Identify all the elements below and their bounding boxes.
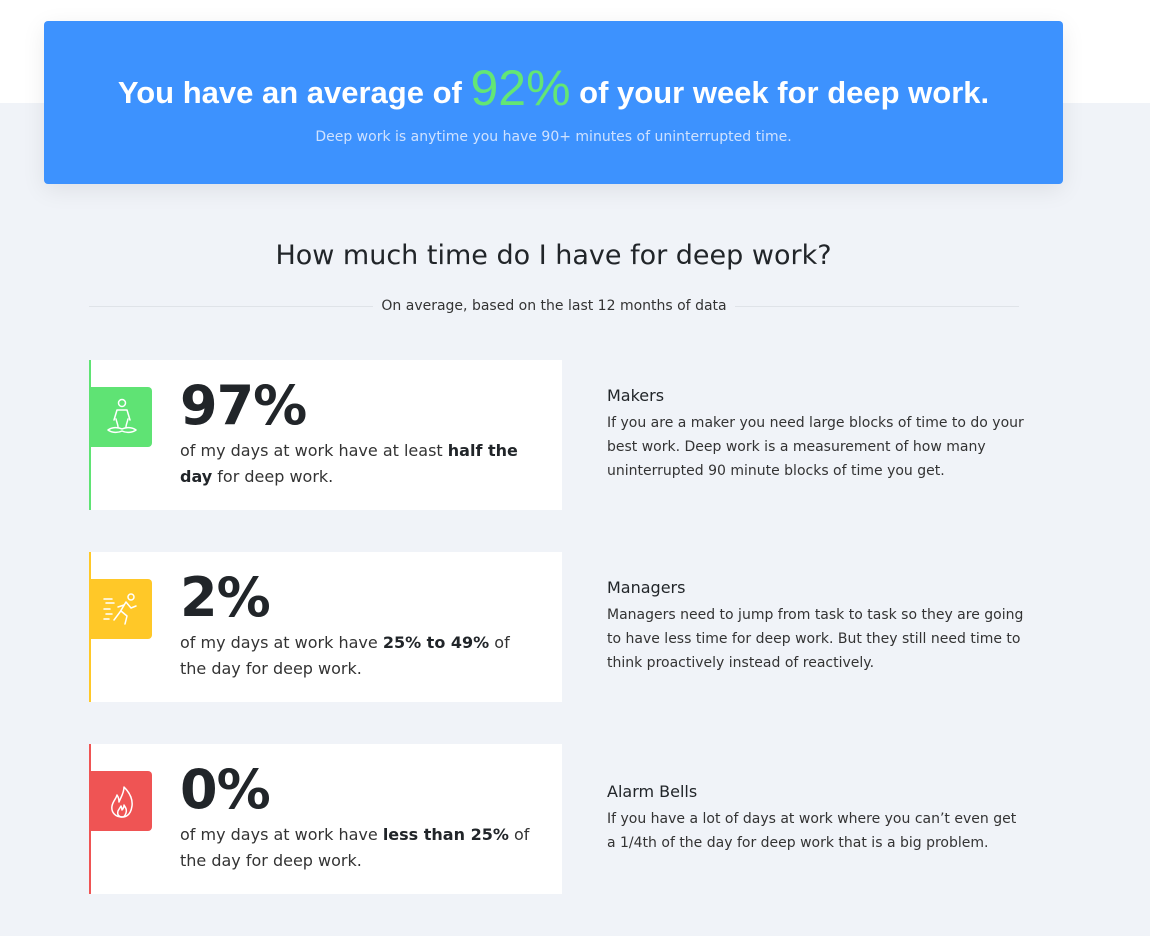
badge (91, 771, 152, 831)
info-alarm-bells: Alarm Bells If you have a lot of days at… (607, 782, 1027, 855)
desc-bold: half the day (180, 441, 518, 486)
stat-card-alarm-bells: 0% of my days at work have less than 25%… (89, 744, 562, 894)
stat-percent: 0% (180, 758, 271, 821)
stat-percent: 2% (180, 566, 271, 629)
stat-card-managers: 2% of my days at work have 25% to 49% of… (89, 552, 562, 702)
headline-pre: You have an average of (117, 75, 462, 110)
info-managers: Managers Managers need to jump from task… (607, 578, 1027, 675)
stat-description: of my days at work have at least half th… (180, 438, 530, 490)
desc-text: of the day for deep work. (180, 825, 530, 870)
fire-icon (110, 786, 133, 818)
section-title: How much time do I have for deep work? (275, 240, 832, 271)
info-text: If you are a maker you need large blocks… (607, 415, 1024, 479)
desc-text: of my days at work have at least (180, 441, 448, 460)
running-person-icon (102, 593, 137, 625)
banner-subtitle: Deep work is anytime you have 90+ minute… (315, 129, 792, 145)
stat-description: of my days at work have 25% to 49% of th… (180, 630, 530, 682)
stat-card-makers: 97% of my days at work have at least hal… (89, 360, 562, 510)
summary-banner: You have an average of 92% of your week … (44, 21, 1063, 184)
badge (91, 579, 152, 639)
desc-text: of the day for deep work. (180, 633, 510, 678)
average-percent: 92% (470, 60, 571, 116)
desc-text: for deep work. (212, 467, 334, 486)
badge (91, 387, 152, 447)
banner-headline: You have an average of 92% of your week … (44, 59, 1063, 117)
headline-post: of your week for deep work. (579, 75, 990, 110)
desc-text: of my days at work have (180, 633, 383, 652)
divider (734, 305, 1019, 307)
meditation-icon (106, 398, 137, 434)
info-title: Makers (607, 386, 665, 405)
stat-percent: 97% (180, 374, 307, 437)
info-text: Managers need to jump from task to task … (607, 607, 1024, 671)
subtitle-text: On average, based on the last 12 months … (381, 298, 727, 314)
info-makers: Makers If you are a maker you need large… (607, 386, 1027, 483)
info-title: Managers (607, 578, 686, 597)
desc-text: of my days at work have (180, 825, 383, 844)
divider (89, 305, 374, 307)
info-text: If you have a lot of days at work where … (607, 811, 1017, 851)
section-subtitle: On average, based on the last 12 months … (89, 298, 1019, 314)
desc-bold: 25% to 49% (382, 633, 490, 652)
stat-description: of my days at work have less than 25% of… (180, 822, 530, 874)
info-title: Alarm Bells (607, 782, 698, 801)
desc-bold: less than 25% (382, 825, 509, 844)
